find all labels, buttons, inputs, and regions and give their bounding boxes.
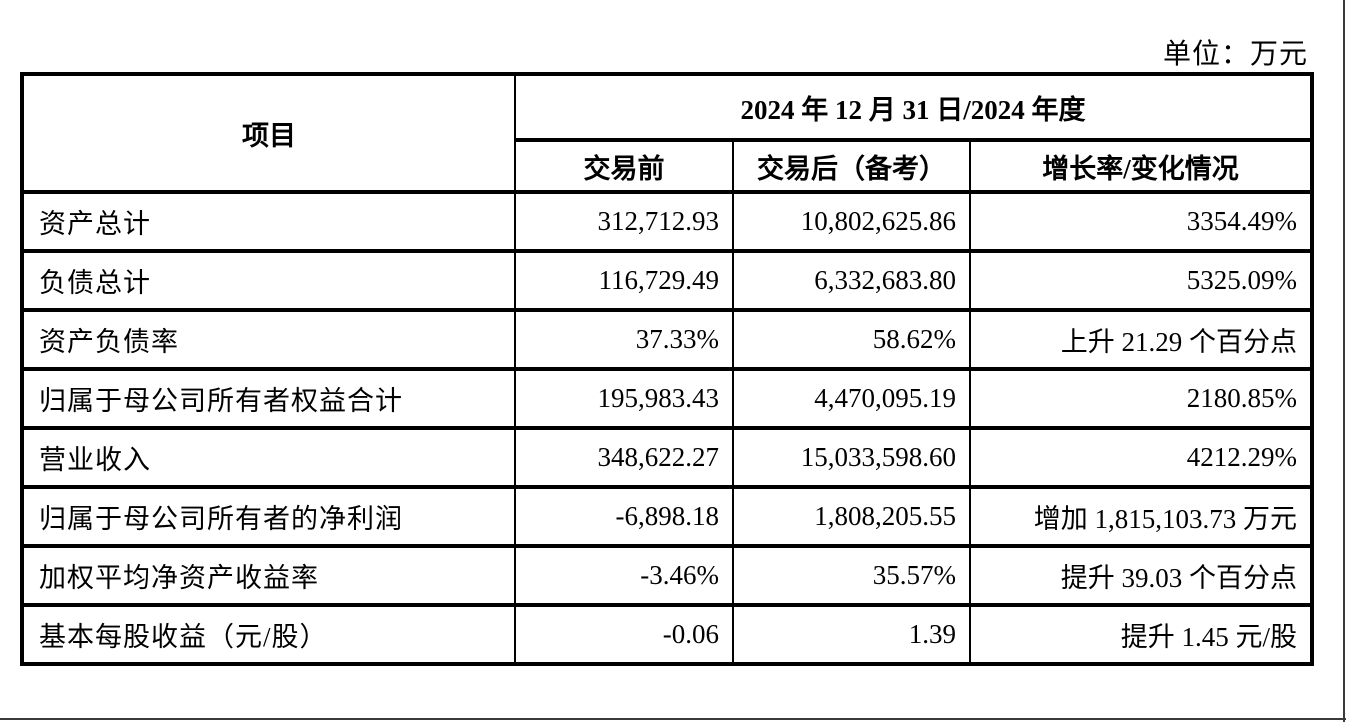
header-row-sub: 交易前 交易后（备考） 增长率/变化情况	[22, 138, 1314, 194]
cell-change: 5325.09%	[968, 249, 1314, 312]
cell-after: 10,802,625.86	[732, 190, 971, 253]
cell-item: 营业收入	[21, 426, 516, 489]
cell-item: 基本每股收益（元/股）	[21, 603, 516, 666]
cell-before: 116,729.49	[514, 249, 734, 312]
cell-item: 加权平均净资产收益率	[21, 544, 516, 607]
cell-after: 58.62%	[732, 308, 971, 371]
cell-item: 资产总计	[21, 190, 516, 253]
cell-change: 增加 1,815,103.73 万元	[968, 485, 1314, 548]
cell-before: -0.06	[514, 603, 734, 666]
column-header-period: 2024 年 12 月 31 日/2024 年度	[513, 72, 1314, 142]
cell-after: 1,808,205.55	[732, 485, 971, 548]
table-row: 加权平均净资产收益率 -3.46% 35.57% 提升 39.03 个百分点	[21, 544, 1314, 607]
column-header-change: 增长率/变化情况	[968, 138, 1314, 194]
cell-change: 提升 1.45 元/股	[968, 603, 1314, 666]
cell-change: 3354.49%	[968, 190, 1314, 253]
cell-after: 6,332,683.80	[732, 249, 971, 312]
cell-before: -6,898.18	[514, 485, 734, 548]
page-edge-bottom-line	[0, 718, 1346, 720]
header-row-period: 项目 2024 年 12 月 31 日/2024 年度	[21, 72, 1314, 194]
cell-before: 37.33%	[514, 308, 734, 371]
table-row: 资产总计 312,712.93 10,802,625.86 3354.49%	[21, 190, 1314, 253]
table-row: 归属于母公司所有者的净利润 -6,898.18 1,808,205.55 增加 …	[21, 485, 1314, 548]
page-edge-right-line	[1343, 0, 1345, 722]
table-row: 资产负债率 37.33% 58.62% 上升 21.29 个百分点	[21, 308, 1314, 371]
cell-before: 312,712.93	[514, 190, 734, 253]
table-row: 基本每股收益（元/股） -0.06 1.39 提升 1.45 元/股	[21, 603, 1314, 666]
cell-after: 1.39	[732, 603, 971, 666]
cell-item: 资产负债率	[21, 308, 516, 371]
cell-item: 负债总计	[21, 249, 516, 312]
column-header-before: 交易前	[514, 138, 734, 194]
cell-change: 4212.29%	[968, 426, 1314, 489]
financial-comparison-table: 项目 2024 年 12 月 31 日/2024 年度 交易前 交易后（备考） …	[20, 72, 1315, 666]
cell-change: 上升 21.29 个百分点	[968, 308, 1314, 371]
cell-change: 提升 39.03 个百分点	[968, 544, 1314, 607]
table-row: 负债总计 116,729.49 6,332,683.80 5325.09%	[21, 249, 1314, 312]
cell-before: -3.46%	[514, 544, 734, 607]
cell-before: 348,622.27	[514, 426, 734, 489]
cell-after: 4,470,095.19	[732, 367, 971, 430]
cell-change: 2180.85%	[968, 367, 1314, 430]
cell-after: 15,033,598.60	[732, 426, 971, 489]
cell-before: 195,983.43	[514, 367, 734, 430]
cell-item: 归属于母公司所有者的净利润	[21, 485, 516, 548]
table-row: 营业收入 348,622.27 15,033,598.60 4212.29%	[21, 426, 1314, 489]
unit-label: 单位：万元	[1162, 39, 1308, 70]
column-header-item: 项目	[21, 72, 516, 194]
table-row: 归属于母公司所有者权益合计 195,983.43 4,470,095.19 21…	[21, 367, 1314, 430]
column-header-after: 交易后（备考）	[732, 138, 971, 194]
cell-item: 归属于母公司所有者权益合计	[21, 367, 516, 430]
cell-after: 35.57%	[732, 544, 971, 607]
